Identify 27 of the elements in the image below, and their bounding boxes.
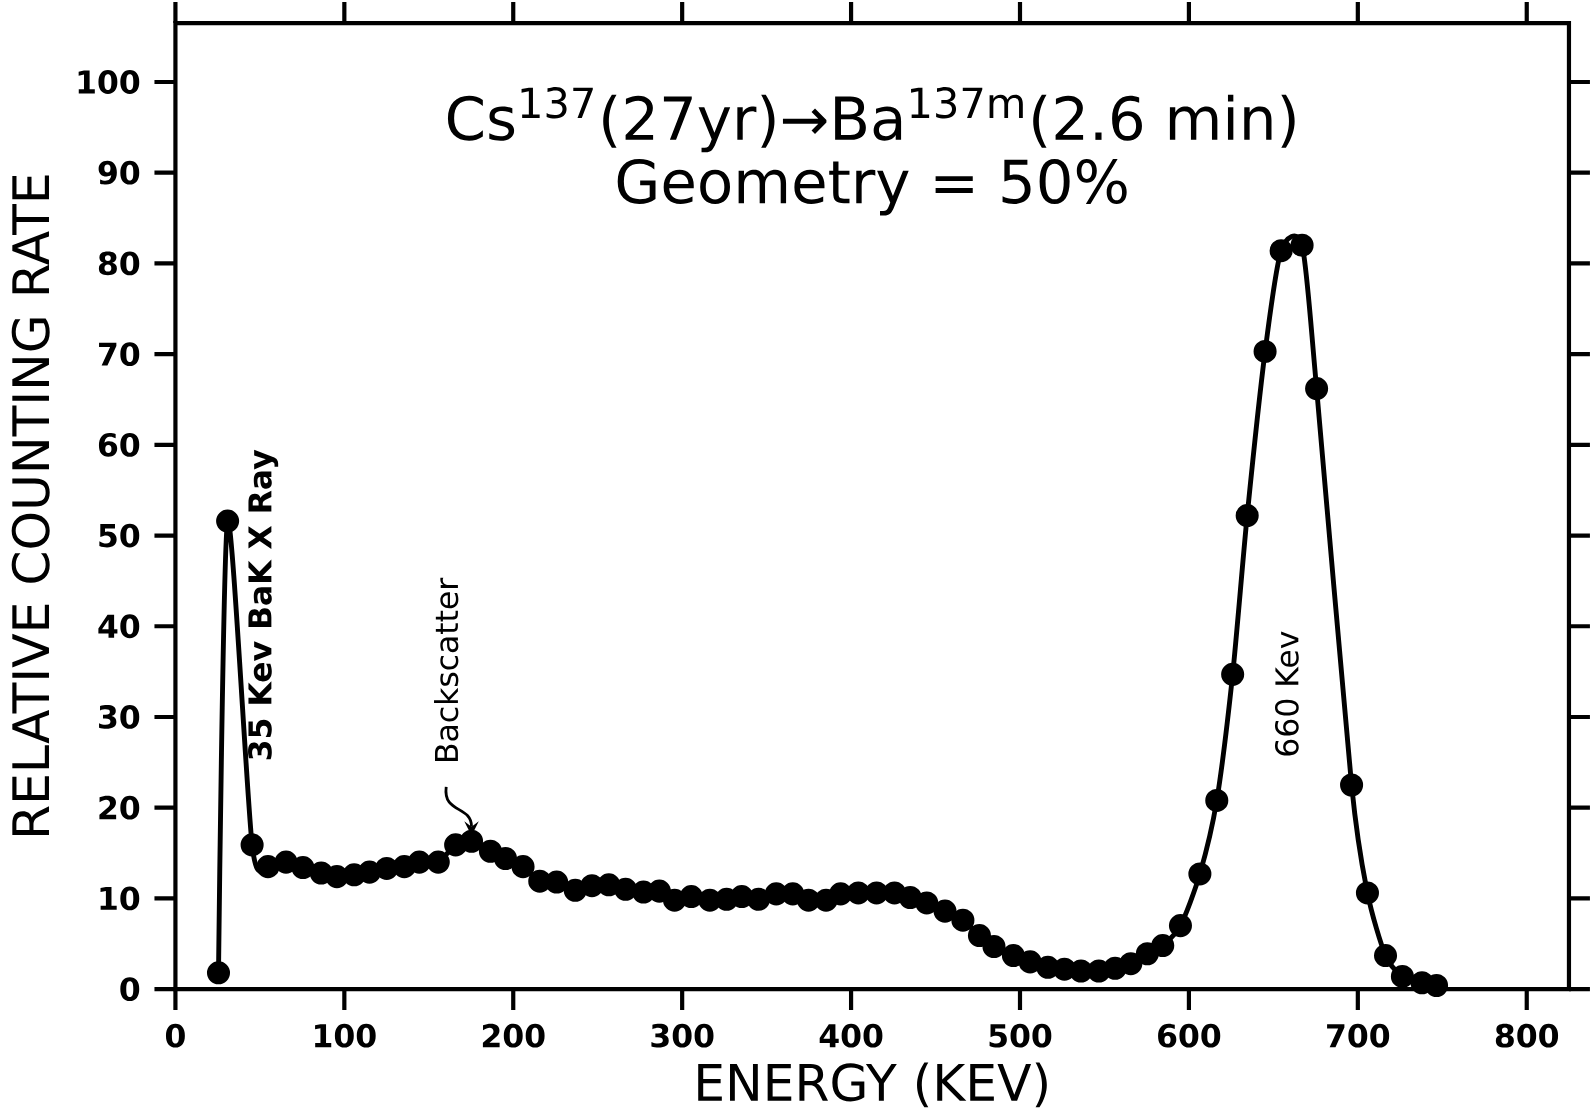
x-tick-label: 300 xyxy=(651,1023,714,1048)
y-tick-label: 60 xyxy=(98,432,140,457)
text: Geometry = 50% xyxy=(617,159,1127,216)
annotation: Backscatter xyxy=(434,577,459,761)
y-axis-title: RELATIVE COUNTING RATE xyxy=(11,175,50,835)
x-axis-title: ENERGY (KEV) xyxy=(698,1062,1047,1108)
y-tick-label: 40 xyxy=(98,614,140,639)
y-tick-label: 100 xyxy=(78,70,140,94)
x-tick-label: 200 xyxy=(482,1023,545,1048)
y-tick-label: 0 xyxy=(120,977,140,1002)
annotation: 660 Kev xyxy=(1274,631,1299,756)
y-tick-label: 10 xyxy=(100,886,140,911)
x-tick-label: 400 xyxy=(819,1023,883,1048)
annotation: 35 Kev BaK X Ray xyxy=(248,449,279,760)
x-tick-label: 600 xyxy=(1158,1023,1221,1048)
x-tick-label: 800 xyxy=(1495,1023,1559,1048)
y-tick-label: 80 xyxy=(98,251,140,276)
y-tick-label: 20 xyxy=(99,795,140,820)
text: Cs$^{137}$(27yr)→Ba$^{137m}$(2.6 min) xyxy=(447,87,1295,153)
y-tick-label: 30 xyxy=(99,705,140,729)
x-tick-label: 500 xyxy=(989,1023,1052,1048)
x-tick-label: 100 xyxy=(315,1023,376,1048)
x-tick-label: 0 xyxy=(165,1023,185,1048)
y-tick-label: 70 xyxy=(99,342,140,367)
y-tick-label: 50 xyxy=(99,523,140,548)
x-tick-label: 700 xyxy=(1327,1023,1390,1048)
y-tick-label: 90 xyxy=(98,160,140,185)
